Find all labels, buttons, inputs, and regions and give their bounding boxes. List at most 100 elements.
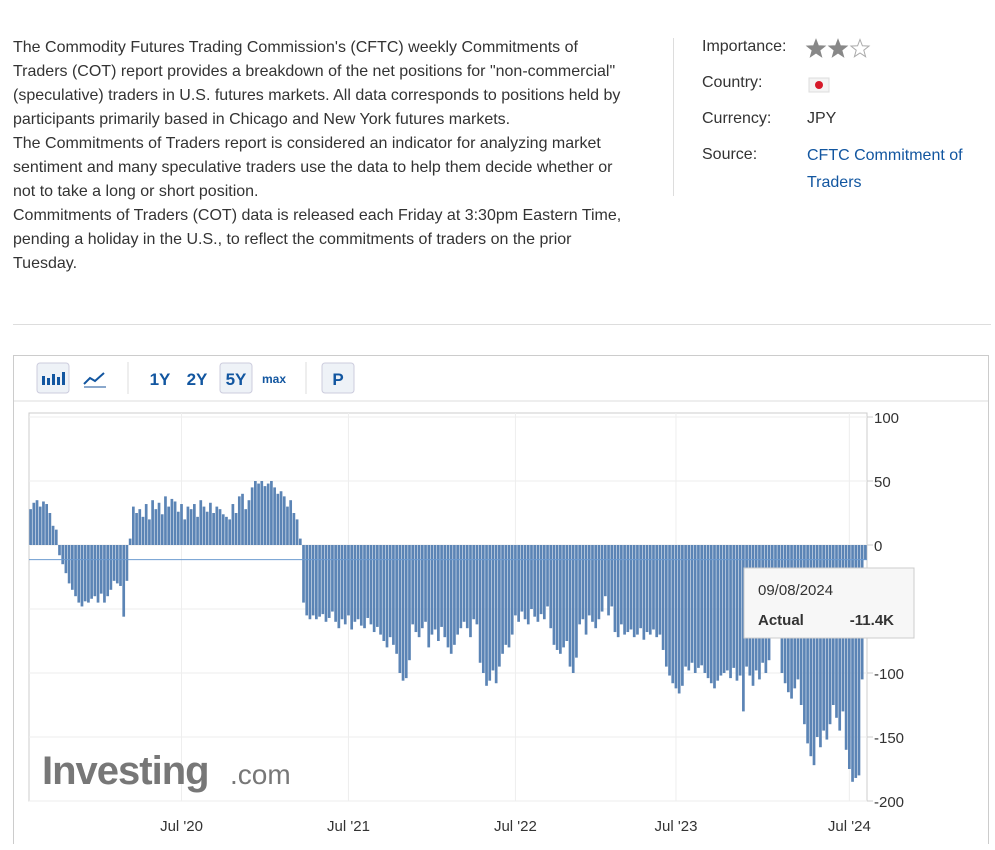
bar (90, 545, 93, 599)
bar (453, 545, 456, 645)
bar (851, 545, 854, 782)
bar (700, 545, 703, 666)
bar (806, 545, 809, 744)
bar (523, 545, 527, 620)
y-tick-label: -200 (874, 794, 904, 811)
bar (536, 545, 540, 622)
paragraph: The Commodity Futures Trading Commission… (13, 39, 621, 128)
tooltip-date: 09/08/2024 (758, 582, 833, 599)
country-label: Country: (702, 74, 763, 91)
bar (132, 506, 135, 545)
source-link[interactable]: CFTC Commitment of Traders (807, 147, 963, 191)
bar (74, 545, 77, 597)
bar (443, 545, 447, 638)
importance-stars (805, 38, 871, 58)
bar (315, 545, 318, 620)
bar (597, 545, 601, 620)
x-tick-label: Jul '24 (828, 818, 871, 835)
bar-icon (42, 372, 65, 385)
bar (180, 504, 183, 545)
bar (324, 545, 328, 622)
bar (388, 545, 392, 638)
bar (668, 545, 671, 676)
bar (273, 487, 276, 545)
bar (292, 513, 296, 545)
bar (661, 545, 665, 650)
bar (411, 545, 415, 625)
bar (266, 483, 270, 545)
x-tick-label: Jul '22 (494, 818, 537, 835)
bar (369, 545, 373, 625)
bar (664, 545, 668, 667)
bar (417, 545, 421, 638)
bar (414, 545, 418, 633)
bar (99, 545, 103, 594)
bar (125, 545, 129, 581)
bar (359, 545, 363, 626)
bar (559, 545, 562, 654)
bar (552, 545, 556, 645)
bar (562, 545, 565, 648)
bar (648, 545, 652, 635)
bar (469, 545, 472, 638)
bar (401, 545, 405, 681)
bar (115, 545, 119, 584)
range-button[interactable]: 1Y (150, 370, 171, 389)
bar (713, 545, 716, 689)
range-button[interactable]: max (262, 372, 286, 386)
bar (138, 509, 142, 545)
range-button[interactable]: 5Y (226, 370, 247, 389)
bar (584, 545, 588, 635)
bar (302, 545, 305, 603)
line-icon (83, 372, 105, 385)
bar (658, 545, 662, 635)
tooltip: 09/08/2024 Actual -11.4K (743, 567, 915, 639)
bar (732, 545, 736, 668)
bar (481, 545, 485, 673)
bar (106, 545, 110, 597)
bar (478, 545, 482, 663)
bar (363, 545, 366, 629)
bar (279, 491, 283, 545)
bar (613, 545, 617, 633)
bar (51, 525, 55, 545)
bar (347, 545, 350, 616)
bar (709, 545, 713, 684)
bar (697, 545, 700, 668)
bar (42, 501, 45, 545)
bar (591, 545, 594, 622)
bar (260, 481, 264, 545)
bar (186, 506, 190, 545)
p-button-label: P (332, 370, 343, 389)
chart-panel: 1Y 2Y 5Y max P 100500-50-100-150-200Jul … (13, 355, 989, 844)
p-button[interactable] (321, 362, 355, 394)
bar (677, 545, 681, 694)
bar (305, 545, 309, 616)
bar (719, 545, 723, 676)
range-button[interactable]: 2Y (187, 370, 208, 389)
bar (629, 545, 633, 630)
bar (459, 545, 463, 629)
bar (321, 545, 325, 615)
importance-label: Importance: (702, 38, 787, 55)
star (827, 38, 849, 58)
bar (327, 545, 331, 618)
bar (234, 513, 238, 545)
line-type-button[interactable] (78, 363, 110, 393)
bar (241, 493, 244, 545)
tooltip-label: Actual (758, 612, 804, 629)
bar (196, 516, 199, 545)
bar (87, 545, 90, 603)
bar (809, 545, 813, 757)
bar (173, 501, 177, 545)
description: The Commodity Futures Trading Commission… (13, 36, 628, 276)
bar (58, 545, 61, 556)
y-tick-label: 0 (874, 538, 882, 555)
bar (568, 545, 572, 667)
bar (350, 545, 354, 630)
bar (135, 513, 138, 545)
bar (549, 545, 553, 629)
bar (141, 516, 145, 545)
x-tick-label: Jul '23 (655, 818, 698, 835)
